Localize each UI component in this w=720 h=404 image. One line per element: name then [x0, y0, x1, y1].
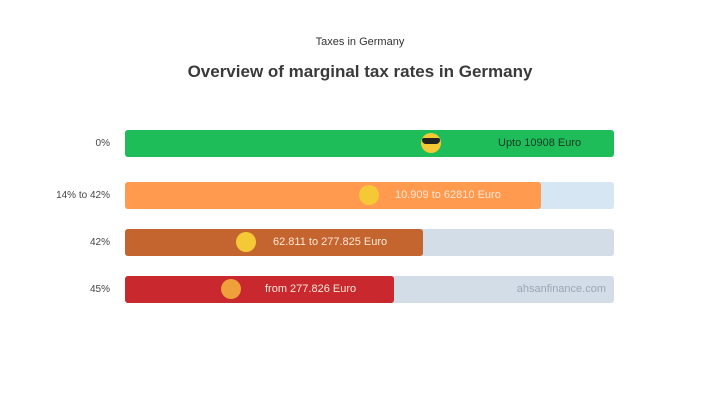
- sunglasses-face-icon: [421, 133, 441, 153]
- bar-row: 45% from 277.826 Euro ahsanfinance.com: [0, 276, 720, 303]
- bar-label: 62.811 to 277.825 Euro: [273, 236, 388, 248]
- bar-track: 10.909 to 62810 Euro: [125, 182, 614, 209]
- angry-face-icon: [221, 279, 241, 299]
- bar-row: 42% 62.811 to 277.825 Euro: [0, 229, 720, 256]
- bar-label: Upto 10908 Euro: [498, 137, 582, 149]
- category-label: 14% to 42%: [56, 190, 110, 201]
- bar: [125, 229, 424, 256]
- crying-face-icon: [236, 232, 256, 252]
- bar: [125, 182, 541, 209]
- bar-label: 10.909 to 62810 Euro: [395, 189, 501, 201]
- bar-track: 62.811 to 277.825 Euro: [125, 229, 614, 256]
- sunglasses-icon: [422, 138, 440, 144]
- watermark: ahsanfinance.com: [516, 283, 606, 295]
- bar-label: from 277.826 Euro: [265, 283, 357, 295]
- bar: [125, 130, 614, 157]
- expressionless-face-icon: [359, 185, 379, 205]
- chart-title: Overview of marginal tax rates in German…: [187, 62, 533, 81]
- bar: [125, 276, 394, 303]
- category-label: 42%: [89, 237, 110, 248]
- category-label: 0%: [95, 138, 110, 149]
- category-label: 45%: [89, 284, 110, 295]
- bar-track: from 277.826 Euro ahsanfinance.com: [125, 276, 614, 303]
- chart-subtitle: Taxes in Germany: [315, 36, 405, 48]
- bar-row: 14% to 42% 10.909 to 62810 Euro: [0, 182, 720, 209]
- bar-row: 0% Upto 10908 Euro: [0, 130, 720, 157]
- bar-track: Upto 10908 Euro: [125, 130, 614, 157]
